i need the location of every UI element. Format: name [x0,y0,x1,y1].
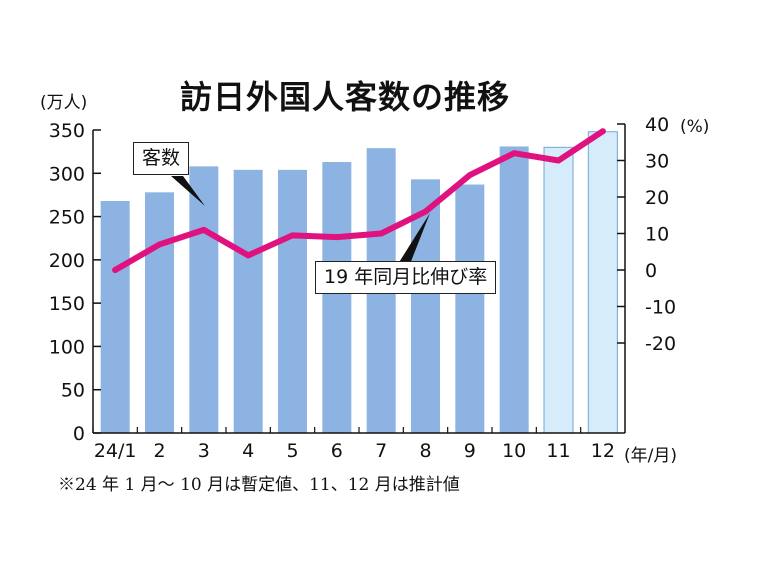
right-tick-label: 0 [645,260,657,282]
callout-pointers [171,176,430,264]
left-tick-label: 300 [49,163,85,185]
x-axis-unit: (年/月) [624,446,677,466]
right-tick-label: 20 [645,187,669,209]
right-tick-label: -20 [645,333,676,355]
growth-point-7 [378,230,385,237]
x-tick-label: 4 [242,440,254,462]
x-tick-label: 9 [464,440,476,462]
growth-point-8 [422,208,429,215]
growth-point-11 [555,157,562,164]
left-tick-label: 250 [49,207,85,229]
x-tick-label: 10 [502,440,526,462]
bar-9 [455,184,485,433]
right-tick-label: -10 [645,297,676,319]
left-tick-label: 150 [49,293,85,315]
growth-point-9 [466,172,473,179]
growth-rate-line [112,128,606,273]
bar-5 [278,169,307,433]
left-tick-label: 100 [49,336,85,358]
count-callout: 客数 [133,142,190,175]
bar-6 [322,162,352,433]
bar-11 [543,146,574,434]
x-tick-label: 6 [331,440,343,462]
growth-rate-callout: 19 年同月比伸び率 [315,261,497,294]
left-tick-label: 50 [61,380,85,402]
x-tick-label: 8 [419,440,431,462]
bar-3 [189,166,219,434]
growth-point-4 [245,252,252,259]
growth-point-10 [511,150,518,157]
x-tick-label: 24/1 [94,440,137,462]
growth-point-2 [156,241,163,248]
growth-point-5 [289,232,296,239]
left-tick-label: 0 [73,423,85,445]
count-callout-pointer [171,176,205,206]
footnote: ※24 年 1 月～ 10 月は暫定値、11、12 月は推計値 [58,475,460,495]
left-tick-label: 200 [49,250,85,272]
bar-10 [499,146,529,433]
x-tick-label: 12 [591,440,615,462]
x-tick-label: 5 [286,440,298,462]
growth-point-12 [599,128,606,135]
right-axis-unit: (%) [680,117,710,137]
growth-point-3 [200,226,207,233]
right-axis: 40 30 20 10 0 -10 -20 [617,114,676,433]
x-axis: 24/1 2 3 4 5 6 7 8 9 10 11 12 [92,427,625,462]
right-tick-label: 10 [645,224,669,246]
growth-point-6 [333,234,340,241]
bars-layer [100,131,618,434]
right-tick-label: 40 [645,114,669,136]
x-tick-label: 3 [198,440,210,462]
left-axis-unit: (万人) [40,93,88,113]
growth-line-layer [112,128,606,273]
bar-12 [587,131,618,434]
bar-2 [145,192,174,433]
bar-4 [233,169,263,433]
growth-point-24-1 [112,267,119,273]
left-axis: 0 50 100 150 200 250 300 350 [49,120,101,445]
chart-title: 訪日外国人客数の推移 [180,78,511,116]
x-tick-label: 7 [375,440,387,462]
right-tick-label: 30 [645,151,669,173]
x-tick-label: 2 [153,440,165,462]
growth-callout-pointer [398,213,430,264]
x-tick-label: 11 [546,440,570,462]
left-tick-label: 350 [49,120,85,142]
bar-24-1 [100,200,130,433]
